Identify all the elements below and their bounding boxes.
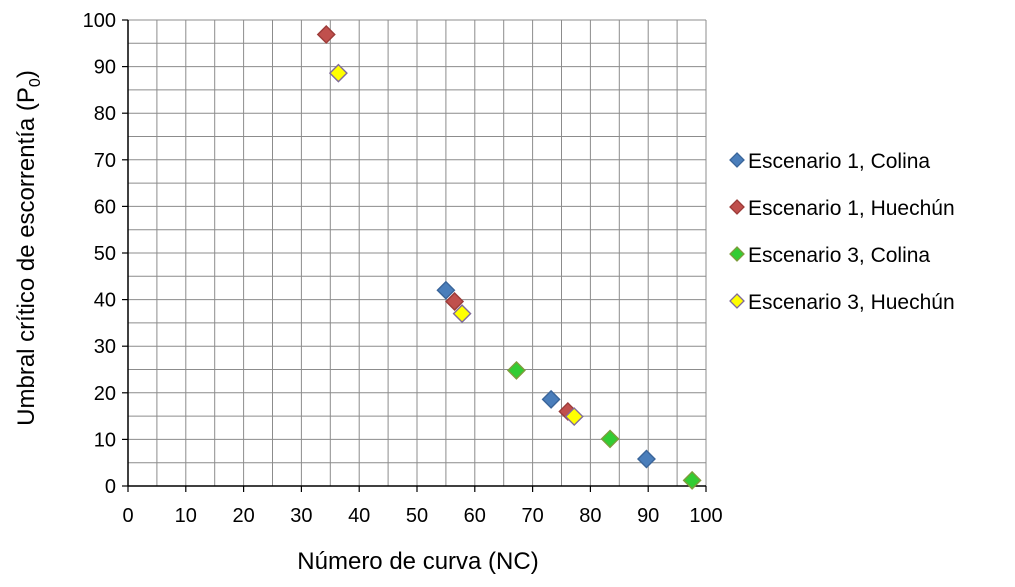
legend: Escenario 1, Colina Escenario 1, Huechún E… (729, 150, 955, 314)
data-point-series-4 (452, 304, 472, 324)
tick-labels: 0 10 20 30 40 50 60 70 80 90 100 0 10 20 30 40 50 60 70 80 9… (83, 10, 723, 527)
y-tick-label: 0 (105, 476, 116, 498)
y-tick-label: 70 (94, 150, 116, 172)
x-tick-label: 100 (689, 505, 722, 527)
x-axis-label: Número de curva (NC) (297, 548, 538, 575)
legend-label-4: Escenario 3, Huechún (748, 291, 955, 314)
y-tick-label: 40 (94, 290, 116, 312)
y-tick-label: 60 (94, 196, 116, 218)
x-tick-label: 70 (521, 505, 543, 527)
x-tick-label: 90 (637, 505, 659, 527)
y-axis-label-subscript: 0 (27, 78, 44, 87)
x-tick-label: 80 (579, 505, 601, 527)
legend-label-1: Escenario 1, Colina (748, 150, 930, 173)
x-tick-label: 60 (464, 505, 486, 527)
x-tick-label: 0 (122, 505, 133, 527)
y-tick-label: 10 (94, 429, 116, 451)
data-point-series-4 (564, 407, 584, 427)
y-tick-label: 20 (94, 383, 116, 405)
data-point-series-3 (600, 429, 620, 449)
y-axis-label-main: Umbral crítico de escorrentía (P (13, 87, 40, 426)
data-point-series-3 (682, 470, 702, 490)
y-axis-label-suffix: ) (13, 70, 40, 78)
y-tick-label: 30 (94, 336, 116, 358)
axes (122, 19, 707, 492)
legend-marker-1 (729, 152, 745, 168)
data-points (316, 24, 702, 490)
legend-marker-3 (729, 246, 745, 262)
x-tick-label: 30 (290, 505, 312, 527)
data-point-series-3 (506, 360, 526, 380)
y-tick-label: 100 (83, 10, 116, 32)
data-point-series-1 (541, 389, 561, 409)
x-tick-label: 10 (175, 505, 197, 527)
legend-marker-2 (729, 199, 745, 215)
x-tick-label: 50 (406, 505, 428, 527)
y-axis-label-group: Umbral crítico de escorrentía (P0) (13, 70, 44, 426)
y-tick-label: 80 (94, 103, 116, 125)
x-tick-label: 20 (232, 505, 254, 527)
data-point-series-1 (436, 280, 456, 300)
legend-label-2: Escenario 1, Huechún (748, 197, 955, 220)
y-tick-label: 90 (94, 57, 116, 79)
data-point-series-2 (316, 24, 336, 44)
x-tick-label: 40 (348, 505, 370, 527)
y-tick-label: 50 (94, 243, 116, 265)
data-point-series-1 (636, 449, 656, 469)
legend-marker-4 (729, 293, 745, 309)
y-axis-label: Umbral crítico de escorrentía (P0) (13, 70, 44, 426)
data-point-series-4 (328, 63, 348, 83)
grid-lines (127, 19, 707, 487)
legend-label-3: Escenario 3, Colina (748, 244, 930, 267)
data-point-series-2 (445, 291, 465, 311)
